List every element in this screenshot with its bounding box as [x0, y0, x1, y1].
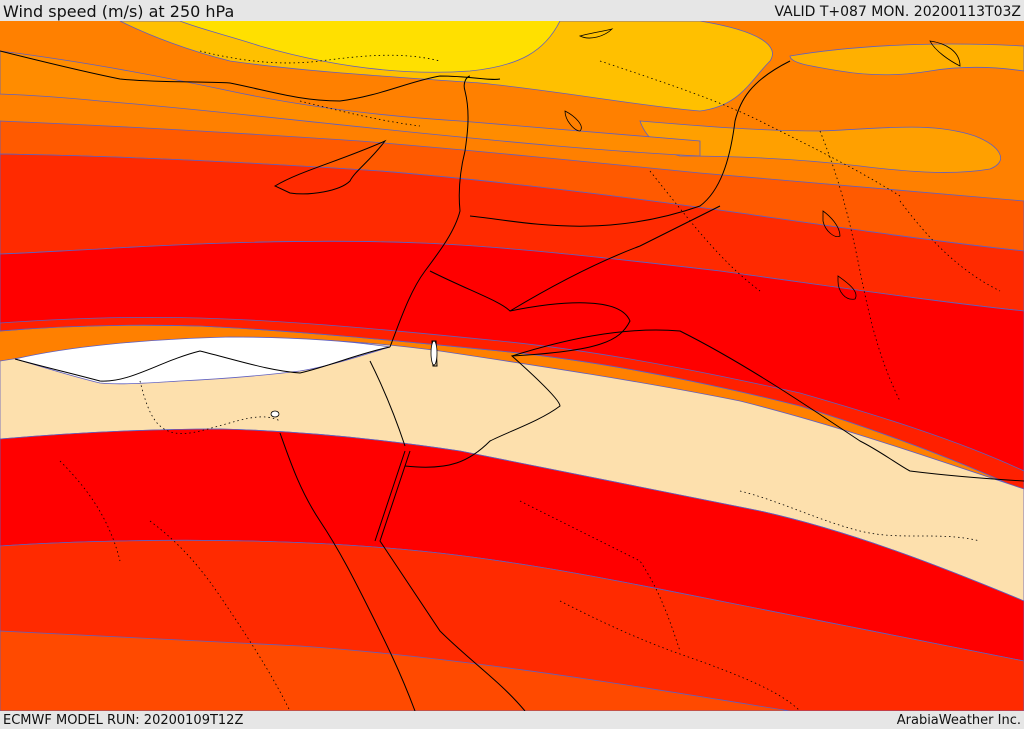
lake-2: [822, 210, 841, 238]
saudi-iraq-border: [511, 329, 1024, 482]
band-orange-dark-south: [0, 630, 791, 711]
band-gold-east2: [639, 120, 1001, 173]
cyprus: [273, 139, 387, 195]
admin-boundaries: [59, 50, 1001, 711]
mediterranean-coast-egypt: [14, 346, 391, 382]
lake-4: [564, 110, 582, 132]
levant-coast: [389, 75, 471, 348]
syria-iraq-border: [509, 205, 721, 312]
turkey-coast: [0, 50, 501, 102]
band-orange: [0, 50, 701, 157]
band-gold: [119, 21, 773, 112]
lake-3: [837, 275, 857, 300]
map-title: Wind speed (m/s) at 250 hPa: [3, 2, 235, 21]
lake-6: [929, 40, 961, 67]
model-run: ECMWF MODEL RUN: 20200109T12Z: [3, 713, 244, 728]
lakes: [270, 340, 438, 418]
lake-dead-sea: [430, 340, 438, 366]
lake-5: [578, 28, 614, 39]
gulf-of-aqaba: [374, 450, 406, 542]
red-sea-west-coast: [279, 432, 416, 711]
iraq-border: [469, 60, 791, 227]
wind-speed-map: [0, 21, 1024, 711]
valid-time: VALID T+087 MON. 20200113T03Z: [774, 4, 1021, 20]
band-gold-east: [789, 43, 1024, 76]
credit: ArabiaWeather Inc.: [896, 713, 1021, 728]
footer-bar: [0, 711, 1024, 729]
lakes-east: [564, 28, 961, 300]
band-red-orange-strip: [0, 316, 1024, 492]
lake-1: [270, 410, 280, 418]
sinai-border: [369, 360, 406, 447]
band-yellow: [180, 21, 560, 73]
coastlines: [0, 50, 1024, 711]
red-sea-east-coast: [379, 450, 526, 711]
header-bar: [0, 0, 1024, 21]
